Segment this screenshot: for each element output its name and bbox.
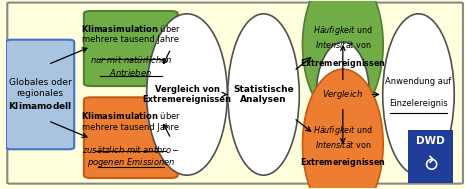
Ellipse shape <box>303 0 383 120</box>
FancyBboxPatch shape <box>84 11 178 86</box>
Text: Globales oder
regionales
$\bf{Klimamodell}$: Globales oder regionales $\bf{Klimamodel… <box>8 78 72 111</box>
Text: $\bf{Klimasimulation}$ über
mehrere tausend Jahre: $\bf{Klimasimulation}$ über mehrere taus… <box>81 22 181 44</box>
Text: Einzelereignis: Einzelereignis <box>389 99 448 108</box>
Text: $\it{Häufigkeit}$ und
$\it{Intensität}$ von: $\it{Häufigkeit}$ und $\it{Intensität}$ … <box>313 24 373 50</box>
Ellipse shape <box>146 14 227 175</box>
Text: $\it{Häufigkeit}$ und
$\it{Intensität}$ von: $\it{Häufigkeit}$ und $\it{Intensität}$ … <box>313 124 373 150</box>
Ellipse shape <box>383 14 454 175</box>
Text: Anwendung auf: Anwendung auf <box>385 77 452 86</box>
Text: Vergleich von
Extremereignissen: Vergleich von Extremereignissen <box>142 85 232 104</box>
Text: $\it{zusätzlich\ mit\ anthro-}$
$\it{pogenen\ Emissionen}$: $\it{zusätzlich\ mit\ anthro-}$ $\it{pog… <box>82 143 180 169</box>
Ellipse shape <box>316 42 369 147</box>
Text: $\bf{Klimasimulation}$ über
mehrere tausend Jahre: $\bf{Klimasimulation}$ über mehrere taus… <box>81 110 181 132</box>
Text: ⥁: ⥁ <box>424 156 438 175</box>
Text: $\bf{Extremereignissen}$: $\bf{Extremereignissen}$ <box>300 57 386 70</box>
FancyBboxPatch shape <box>408 130 453 183</box>
Text: Statistische
Analysen: Statistische Analysen <box>233 85 294 104</box>
Text: DWD: DWD <box>417 136 445 146</box>
FancyBboxPatch shape <box>7 3 463 184</box>
Ellipse shape <box>303 69 383 189</box>
FancyBboxPatch shape <box>6 40 74 149</box>
Ellipse shape <box>228 14 299 175</box>
Text: $\it{Vergleich}$: $\it{Vergleich}$ <box>322 88 363 101</box>
Text: $\bf{Extremereignissen}$: $\bf{Extremereignissen}$ <box>300 156 386 170</box>
Text: $\it{nur\ mit\ natürlichen}$
$\it{Antrieben}$: $\it{nur\ mit\ natürlichen}$ $\it{Antrie… <box>90 54 172 78</box>
FancyBboxPatch shape <box>84 97 178 178</box>
